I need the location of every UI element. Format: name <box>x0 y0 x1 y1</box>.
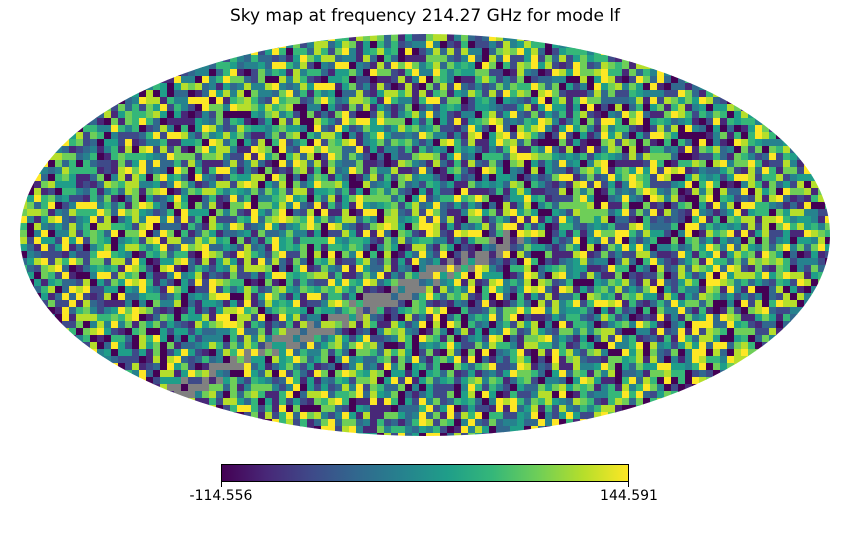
map-pixels <box>20 34 830 436</box>
colorbar-min-tick <box>221 482 222 487</box>
colorbar-gradient <box>221 464 629 482</box>
colorbar-max-tick <box>628 482 629 487</box>
colorbar <box>221 464 629 487</box>
chart-title: Sky map at frequency 214.27 GHz for mode… <box>229 6 621 26</box>
sky-map <box>20 34 830 436</box>
colorbar-max-label: 144.591 <box>600 488 658 504</box>
colorbar-min-label: -114.556 <box>189 488 253 504</box>
